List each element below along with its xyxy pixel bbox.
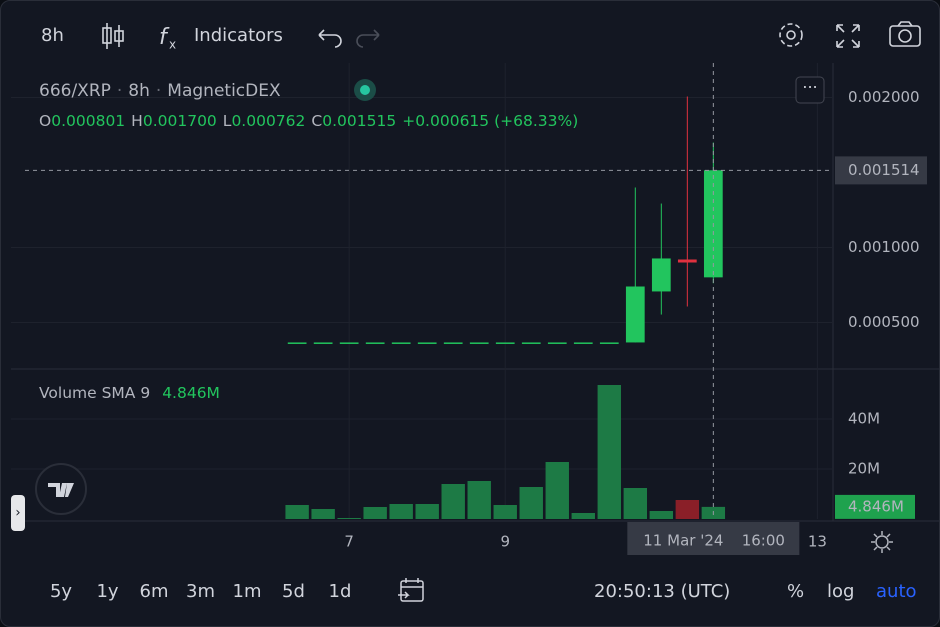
legend-title: 666/XRP · 8h · MagneticDEX [39,81,281,101]
candle-type-icon[interactable] [102,23,124,49]
side-toggle-icon: › [15,506,20,521]
volume-bar [337,518,361,519]
candle-body [365,342,385,344]
candle-body [339,342,359,344]
range-button[interactable]: 1m [233,581,262,602]
candle-body [495,342,515,344]
candle-body [313,342,333,344]
exchange: MagneticDEX [167,81,281,101]
crosshair-price-box [835,156,927,185]
percent-toggle[interactable]: % [787,581,804,602]
low-value: 0.000762 [231,112,305,130]
y-tick-label: 20M [848,460,880,478]
volume-bar [441,484,465,519]
volume-bar [493,505,517,519]
candle-body [417,342,437,344]
volume-bar [467,481,491,519]
logo-mark [48,483,74,497]
side-toggle[interactable] [11,495,25,531]
volume-bar [623,488,648,519]
redo-button[interactable] [356,29,380,48]
range-button[interactable]: 1d [329,581,352,602]
scale-settings[interactable] [871,531,893,553]
y-tick-label: 40M [848,410,880,428]
candle-body [625,286,645,343]
candle-body [651,258,671,292]
open-value: 0.000801 [51,112,125,130]
range-button[interactable]: 3m [186,581,215,602]
x-tick-label: 13 [808,533,827,551]
indicators-icon-x: x [169,38,176,52]
volume-bar [519,487,543,519]
volume-bar [311,509,335,519]
last-volume-label: 4.846M [848,497,904,515]
candle-body [469,342,489,344]
clock[interactable]: 20:50:13 (UTC) [594,581,730,602]
crosshair-time-label: 11 Mar '24 [643,532,723,550]
c-label: C [311,112,322,130]
candle-body [391,342,411,344]
l-label: L [223,112,232,130]
dot: · [117,81,122,101]
crosshair-time-box [627,522,800,555]
volume-legend: Volume SMA 9 4.846M [39,384,220,402]
range-button[interactable]: 5d [282,581,305,602]
candle-body [573,342,593,344]
x-tick-label: 9 [500,533,510,551]
x-tick-label: 7 [344,533,354,551]
change-value: +0.000615 (+68.33%) [402,112,578,130]
symbol: 666/XRP [39,81,111,101]
volume-bar [363,507,387,519]
auto-toggle[interactable]: auto [876,581,917,602]
volume-title: Volume SMA 9 [39,384,150,402]
indicators-icon[interactable]: f [159,25,170,50]
status-dot [360,85,370,95]
undo-button[interactable] [318,29,342,48]
volume-bar [597,385,621,519]
fullscreen-button[interactable] [836,24,860,48]
h-label: H [131,112,143,130]
close-value: 0.001515 [322,112,396,130]
legend-interval: 8h [128,81,150,101]
indicators-button[interactable]: Indicators [194,25,283,46]
candle-body [599,342,619,344]
volume-bar [649,511,674,519]
interval-button[interactable]: 8h [41,25,64,46]
y-tick-label: 0.002000 [848,88,920,106]
crosshair-price-label: 0.001514 [848,161,920,179]
y-tick-label: 0.000500 [848,313,920,331]
settings-button[interactable] [779,23,803,47]
candle-body [443,342,463,344]
volume-bar [389,504,413,519]
volume-bar [545,462,569,519]
high-value: 0.001700 [143,112,217,130]
volume-bar [285,505,309,519]
y-tick-label: 0.001000 [848,238,920,256]
range-button[interactable]: 1y [96,581,118,602]
last-volume-box [835,494,915,519]
candle-body [547,342,567,344]
candle-body [677,259,697,263]
volume-bar [415,504,439,519]
o-label: O [39,112,51,130]
candle-body [287,342,307,344]
date-range-icon[interactable] [398,578,424,602]
range-button[interactable]: 5y [50,581,72,602]
volume-bar [571,513,595,519]
range-button[interactable]: 6m [140,581,169,602]
ohlc-legend: O0.000801 H0.001700 L0.000762 C0.001515 +0.0… [39,112,578,130]
volume-value: 4.846M [162,384,220,402]
log-toggle[interactable]: log [827,581,854,602]
volume-bar [675,500,700,519]
candle-body [521,342,541,344]
more-button[interactable] [795,76,825,104]
screenshot-button[interactable] [889,21,921,47]
dot: · [156,81,161,101]
crosshair-time-hour: 16:00 [742,532,785,550]
more-dots: ··· [802,78,817,97]
